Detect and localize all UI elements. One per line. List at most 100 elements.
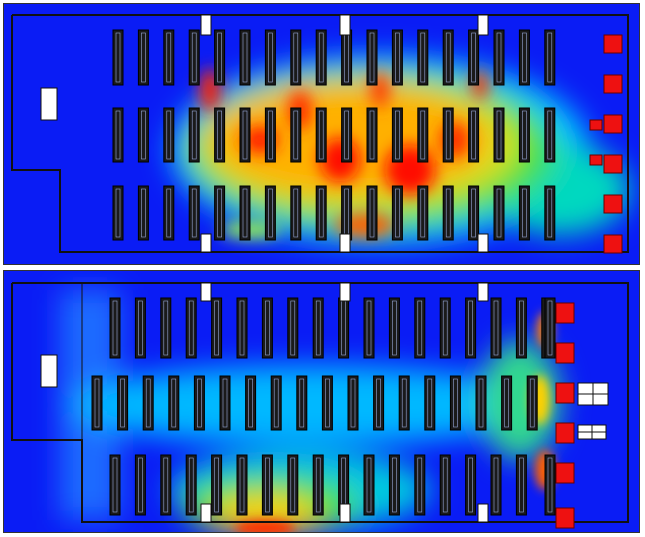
rack	[214, 29, 226, 86]
rack-inner	[115, 110, 121, 160]
door	[40, 87, 58, 121]
rack-inner	[547, 457, 553, 513]
rack	[475, 375, 487, 431]
vents	[200, 14, 489, 253]
rack	[117, 375, 129, 431]
rack	[264, 185, 276, 241]
rack-inner	[445, 188, 451, 238]
rack-inner	[268, 32, 273, 83]
rack-inner	[478, 378, 484, 428]
rack	[391, 107, 403, 163]
rack	[442, 107, 454, 163]
crac-unit	[555, 462, 575, 484]
rack-inner	[120, 378, 125, 428]
rack-inner	[453, 378, 458, 428]
rack-inner	[318, 32, 324, 83]
rack	[442, 185, 454, 241]
panel-border	[3, 3, 640, 265]
rack	[214, 107, 226, 163]
rack-inner	[522, 110, 527, 160]
racks	[91, 297, 556, 516]
rack-inner	[214, 300, 219, 356]
crac-unit	[555, 507, 575, 529]
rack-inner	[112, 300, 118, 356]
rack-inner	[522, 188, 527, 238]
rack	[465, 454, 477, 516]
rack	[112, 185, 124, 241]
rack	[239, 107, 251, 163]
rack-inner	[392, 300, 397, 356]
rack	[290, 29, 302, 86]
rack	[398, 375, 410, 431]
rack	[239, 185, 251, 241]
rack	[363, 454, 375, 516]
rack	[544, 454, 556, 516]
rack	[264, 29, 276, 86]
rack	[270, 375, 282, 431]
rack	[366, 107, 378, 163]
rack	[315, 107, 327, 163]
rack-inner	[315, 300, 321, 356]
rack	[544, 185, 556, 241]
rack	[544, 107, 556, 163]
rack-inner	[239, 457, 245, 513]
rack-inner	[493, 457, 499, 513]
rack	[211, 454, 223, 516]
rack-inner	[442, 300, 448, 356]
rack	[493, 185, 505, 241]
rack-inner	[115, 32, 121, 83]
rack	[321, 375, 333, 431]
rack-inner	[522, 32, 527, 83]
rack-inner	[94, 378, 100, 428]
rack	[391, 29, 403, 86]
rack	[391, 185, 403, 241]
rack	[468, 185, 480, 241]
crac-unit	[603, 34, 623, 54]
rack	[236, 454, 248, 516]
rack	[449, 375, 461, 431]
rack-inner	[496, 188, 502, 238]
rack-inner	[420, 188, 426, 238]
rack	[417, 29, 429, 86]
rack-inner	[293, 32, 299, 83]
rack-inner	[141, 110, 146, 160]
rack-inner	[471, 188, 476, 238]
rack	[347, 375, 359, 431]
rack	[315, 29, 327, 86]
crac-unit	[603, 74, 623, 94]
rack-inner	[445, 110, 451, 160]
rack-inner	[188, 300, 194, 356]
rack-inner	[299, 378, 305, 428]
rack	[338, 297, 350, 359]
rack-inner	[350, 378, 356, 428]
rack-inner	[217, 32, 222, 83]
rack-inner	[344, 110, 349, 160]
rack-inner	[217, 110, 222, 160]
rack-inner	[369, 110, 375, 160]
crac-unit	[555, 382, 575, 404]
rack	[287, 454, 299, 516]
rack-inner	[420, 110, 426, 160]
rack	[363, 297, 375, 359]
rack	[439, 454, 451, 516]
rack	[163, 107, 175, 163]
rack	[493, 29, 505, 86]
rack	[518, 107, 530, 163]
vents	[200, 282, 489, 523]
rack-inner	[376, 378, 381, 428]
rack	[414, 454, 426, 516]
racks	[112, 29, 556, 241]
rack-inner	[547, 188, 553, 238]
rack	[490, 297, 502, 359]
rack-inner	[268, 188, 273, 238]
cooling-units	[589, 34, 623, 254]
rack	[245, 375, 257, 431]
rack-inner	[369, 188, 375, 238]
rack	[109, 454, 121, 516]
rack-inner	[468, 457, 473, 513]
rack	[211, 297, 223, 359]
rack	[468, 29, 480, 86]
rack	[137, 29, 149, 86]
rack-inner	[547, 110, 553, 160]
